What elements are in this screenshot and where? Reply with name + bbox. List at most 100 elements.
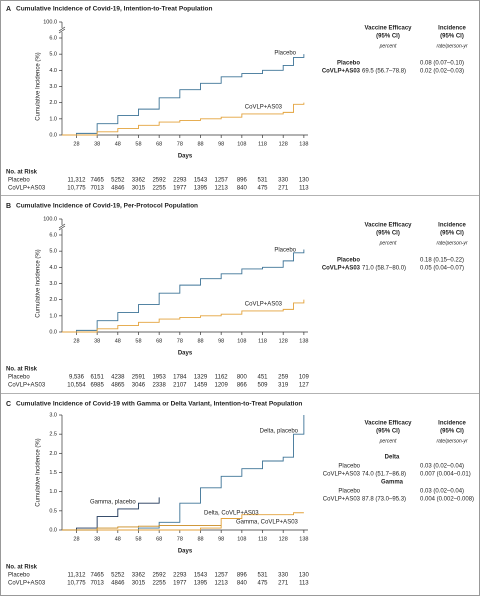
risk-value: 6985 (90, 383, 104, 389)
incidence-value: 0.02 (0.02–0.03) (420, 69, 464, 75)
incidence-value: 0.05 (0.04–0.07) (420, 266, 464, 272)
step-line (62, 249, 305, 333)
risk-value: 1213 (214, 581, 228, 587)
table-unit: percent (379, 43, 397, 49)
x-tick-label: 78 (177, 141, 183, 147)
table-unit: rate/person-yr (436, 438, 467, 444)
risk-value: 330 (278, 178, 289, 184)
risk-value: 259 (278, 375, 289, 381)
series-label: Placebo (274, 248, 296, 254)
row-label: CoVLP+AS03 (322, 266, 361, 272)
efficacy-value: 69.5 (56.7–78.8) (362, 69, 406, 75)
y-tick-label: 0.0 (49, 329, 57, 335)
risk-value: 130 (299, 178, 310, 184)
risk-value: 1953 (152, 375, 166, 381)
y-tick-label: 1.0 (49, 489, 57, 495)
risk-value: 7013 (90, 581, 104, 587)
step-line (62, 524, 222, 531)
risk-title: No. at Risk (6, 367, 38, 373)
x-tick-label: 48 (115, 141, 121, 147)
risk-value: 1257 (214, 178, 228, 184)
risk-value: 866 (237, 383, 248, 389)
risk-value: 475 (258, 581, 269, 587)
series-label: CoVLP+AS03 (245, 302, 283, 308)
x-tick-label: 128 (279, 536, 288, 542)
y-tick-label: 2.5 (49, 432, 57, 438)
x-tick-label: 118 (258, 141, 267, 147)
series-label: Delta, CoVLP+AS03 (204, 511, 259, 517)
risk-value: 2592 (152, 573, 166, 579)
y-tick-label: 1.5 (49, 470, 57, 476)
y-tick-label: 2.0 (49, 100, 57, 106)
risk-value: 896 (237, 573, 248, 579)
series-label: Placebo (274, 51, 296, 57)
panel-letter: B (6, 203, 11, 210)
x-tick-label: 108 (237, 141, 246, 147)
x-tick-label: 48 (115, 338, 121, 344)
step-line (62, 102, 305, 136)
axis-break (58, 223, 66, 231)
y-tick-label: 4.0 (49, 68, 57, 74)
panel: C Cumulative Incidence of Covid-19 with G… (0, 393, 480, 587)
risk-value: 3046 (132, 383, 146, 389)
risk-value: 10,554 (67, 383, 86, 389)
x-tick-label: 68 (156, 141, 162, 147)
x-tick-label: 28 (73, 536, 79, 542)
y-tick-label: 0.0 (49, 527, 57, 533)
risk-value: 10,775 (67, 186, 86, 192)
table-header: Vaccine Efficacy (364, 223, 412, 229)
step-line (62, 512, 304, 531)
risk-value: 1784 (173, 375, 187, 381)
risk-value: 4238 (111, 375, 125, 381)
panel-title: Cumulative Incidence of Covid-19, Intent… (16, 6, 212, 13)
risk-value: 2255 (152, 186, 166, 192)
risk-value: 2338 (152, 383, 166, 389)
risk-title: No. at Risk (6, 565, 38, 571)
row-label: Placebo (337, 61, 360, 67)
row-label: Placebo (338, 489, 360, 495)
risk-value: 113 (299, 581, 309, 587)
y-tick-label: 6.0 (49, 35, 57, 41)
risk-value: 2592 (152, 178, 166, 184)
table-header: (95% CI) (440, 34, 464, 40)
efficacy-value: 74.0 (51.7–86.8) (362, 472, 406, 478)
risk-value: 7465 (90, 573, 104, 579)
risk-value: 1543 (194, 573, 208, 579)
step-line (62, 497, 160, 531)
step-line (62, 54, 305, 136)
risk-value: 3362 (132, 178, 146, 184)
x-tick-label: 28 (73, 338, 79, 344)
series-label: Gamma, CoVLP+AS03 (236, 520, 299, 526)
x-tick-label: 68 (156, 536, 162, 542)
risk-value: 3015 (132, 581, 146, 587)
axis-break (58, 26, 66, 34)
risk-value: 1162 (215, 375, 229, 381)
risk-row-name: CoVLP+AS03 (8, 581, 46, 587)
table-header: Incidence (438, 223, 466, 229)
y-tick-label: 1.0 (49, 313, 57, 319)
incidence-value: 0.03 (0.02–0.04) (420, 489, 464, 495)
x-tick-label: 78 (177, 338, 183, 344)
risk-value: 2591 (132, 375, 146, 381)
x-tick-label: 58 (135, 141, 141, 147)
x-tick-label: 98 (218, 536, 224, 542)
x-tick-label: 108 (237, 536, 246, 542)
risk-value: 451 (258, 375, 269, 381)
x-tick-label: 128 (279, 141, 288, 147)
efficacy-value: 71.0 (58.7–80.0) (362, 266, 406, 272)
risk-value: 531 (258, 573, 269, 579)
table-header: (95% CI) (376, 231, 400, 237)
row-label: CoVLP+AS03 (322, 69, 361, 75)
x-tick-label: 98 (218, 338, 224, 344)
x-tick-label: 68 (156, 338, 162, 344)
y-tick-label: 3.0 (49, 281, 57, 287)
y-tick-label: 6.0 (49, 232, 57, 238)
risk-value: 1543 (194, 178, 208, 184)
risk-value: 3015 (132, 186, 146, 192)
table-header: Vaccine Efficacy (364, 26, 412, 32)
risk-value: 896 (237, 178, 248, 184)
y-tick-label: 0.5 (49, 508, 57, 514)
x-tick-label: 28 (73, 141, 79, 147)
y-axis-label: Cumulative Incidence (%) (36, 438, 42, 506)
